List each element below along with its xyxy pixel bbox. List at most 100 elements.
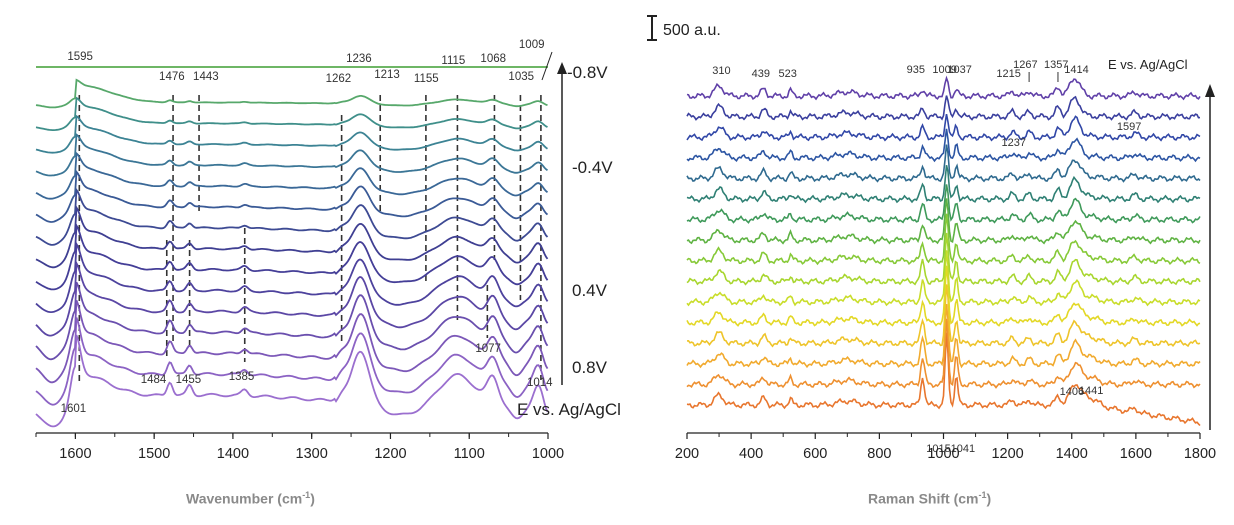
peak-label: 1037 bbox=[947, 64, 971, 76]
spectrum-line bbox=[35, 151, 549, 200]
potential-label: -0.8V bbox=[567, 63, 608, 82]
x-axis-ticks: 1600 1500 1400 1300 1200 1100 1000 bbox=[35, 433, 564, 462]
peak-label: 1476 bbox=[159, 71, 185, 83]
x-tick-label: 1000 bbox=[927, 446, 959, 462]
spectrum-line bbox=[686, 198, 1201, 245]
x-tick-label: 1200 bbox=[991, 446, 1023, 462]
arrow-up-icon bbox=[557, 62, 567, 74]
spectrum-line bbox=[35, 78, 548, 109]
peak-label: 1215 bbox=[996, 68, 1020, 80]
spectrum-line bbox=[35, 96, 548, 131]
spectra-series bbox=[35, 66, 549, 428]
peak-label: 1601 bbox=[61, 403, 87, 415]
spectrum-line bbox=[686, 165, 1201, 204]
x-tick-label: 1600 bbox=[1120, 446, 1152, 462]
potential-axis: -0.8V -0.4V 0.4V 0.8V E vs. Ag/AgCl bbox=[517, 62, 621, 419]
x-tick-label: 1400 bbox=[1056, 446, 1088, 462]
peak-label: 1406 bbox=[1060, 386, 1084, 398]
peak-label: 1595 bbox=[67, 51, 93, 63]
spectrum-line bbox=[35, 317, 549, 406]
x-tick-label: 200 bbox=[675, 446, 699, 462]
spectrum-line bbox=[35, 114, 548, 154]
pointer-line bbox=[541, 51, 553, 81]
peak-label: 1267 bbox=[1013, 59, 1037, 71]
x-tick-label: 1500 bbox=[138, 446, 170, 462]
peak-label: 1357 bbox=[1044, 59, 1068, 71]
x-tick-label: 1100 bbox=[454, 446, 485, 462]
x-tick-label: 1200 bbox=[374, 446, 406, 462]
potential-axis-label: E vs. Ag/AgCl bbox=[517, 400, 621, 419]
peak-label: 1236 bbox=[346, 53, 372, 65]
x-axis-ticks: 200 400 600 800 1000 1200 1400 1600 1800 bbox=[675, 433, 1216, 462]
peak-label: 1015 bbox=[926, 443, 950, 455]
x-tick-label: 1000 bbox=[532, 446, 564, 462]
spectrum-line bbox=[35, 169, 549, 223]
x-tick-label: 1800 bbox=[1184, 446, 1216, 462]
peak-label: 523 bbox=[779, 68, 797, 80]
spectrum-line bbox=[35, 260, 549, 337]
spectrum-line bbox=[35, 204, 549, 269]
spectrum-line bbox=[686, 128, 1201, 163]
x-tick-label: 1400 bbox=[217, 446, 249, 462]
peak-label: 1009 bbox=[519, 39, 545, 51]
x-tick-label: 1300 bbox=[296, 446, 328, 462]
x-tick-label: 600 bbox=[803, 446, 827, 462]
peak-label: 1035 bbox=[508, 71, 534, 83]
spectrum-line bbox=[686, 332, 1201, 427]
peak-label: 1068 bbox=[480, 53, 506, 65]
spectrum-line bbox=[35, 187, 549, 246]
peak-label: 1009 bbox=[932, 64, 956, 76]
arrow-up-icon bbox=[1205, 84, 1215, 97]
peak-label: 1213 bbox=[374, 69, 400, 81]
spectrum-line bbox=[686, 213, 1201, 266]
spectrum-line bbox=[686, 250, 1201, 307]
peak-label: 1155 bbox=[414, 73, 439, 85]
peak-guide-lines bbox=[78, 95, 542, 385]
x-axis-label: Raman Shift (cm-1) bbox=[868, 490, 992, 507]
potential-label: -0.4V bbox=[572, 158, 613, 177]
peak-label: 1041 bbox=[951, 443, 975, 455]
peak-label: 1455 bbox=[176, 374, 202, 386]
potential-label: 0.4V bbox=[572, 281, 608, 300]
spectrum-line bbox=[35, 240, 549, 314]
x-tick-label: 800 bbox=[867, 446, 891, 462]
peak-label: 1443 bbox=[193, 71, 219, 83]
spectrum-line bbox=[686, 113, 1201, 142]
peak-label: 1385 bbox=[229, 371, 255, 383]
spectrum-line bbox=[686, 265, 1201, 327]
peak-label: 1014 bbox=[527, 377, 553, 389]
spectrum-line bbox=[686, 304, 1201, 369]
spectrum-line bbox=[686, 144, 1201, 183]
peak-label: 439 bbox=[752, 68, 770, 80]
peak-label: 935 bbox=[907, 64, 925, 76]
spectra-series bbox=[686, 75, 1201, 427]
peak-label: 1414 bbox=[1064, 64, 1088, 76]
spectrum-line bbox=[35, 132, 549, 177]
x-tick-label: 400 bbox=[739, 446, 763, 462]
peak-label: 1441 bbox=[1079, 385, 1103, 397]
spectrum-line bbox=[686, 318, 1201, 389]
peak-label: 1597 bbox=[1117, 121, 1141, 133]
x-axis-label: Wavenumber (cm-1) bbox=[186, 490, 315, 507]
potential-axis: E vs. Ag/AgCl bbox=[1108, 57, 1215, 430]
spectrum-line bbox=[35, 281, 549, 361]
spectrum-line bbox=[686, 284, 1201, 348]
peak-label: 1484 bbox=[141, 374, 167, 386]
spectrum-line bbox=[35, 222, 549, 291]
peak-label: 310 bbox=[712, 65, 730, 77]
spectrum-line bbox=[686, 95, 1201, 121]
peak-label: 1115 bbox=[441, 55, 465, 67]
peak-label: 1077 bbox=[475, 343, 501, 355]
spectrum-line bbox=[686, 232, 1201, 286]
spectrum-line bbox=[35, 334, 549, 428]
potential-label: 0.8V bbox=[572, 358, 608, 377]
spectrum-line bbox=[35, 299, 549, 384]
scale-bar: 500 a.u. bbox=[647, 15, 721, 41]
spectrum-line bbox=[686, 184, 1201, 224]
peak-label: 1262 bbox=[326, 73, 352, 85]
x-tick-label: 1600 bbox=[59, 446, 91, 462]
